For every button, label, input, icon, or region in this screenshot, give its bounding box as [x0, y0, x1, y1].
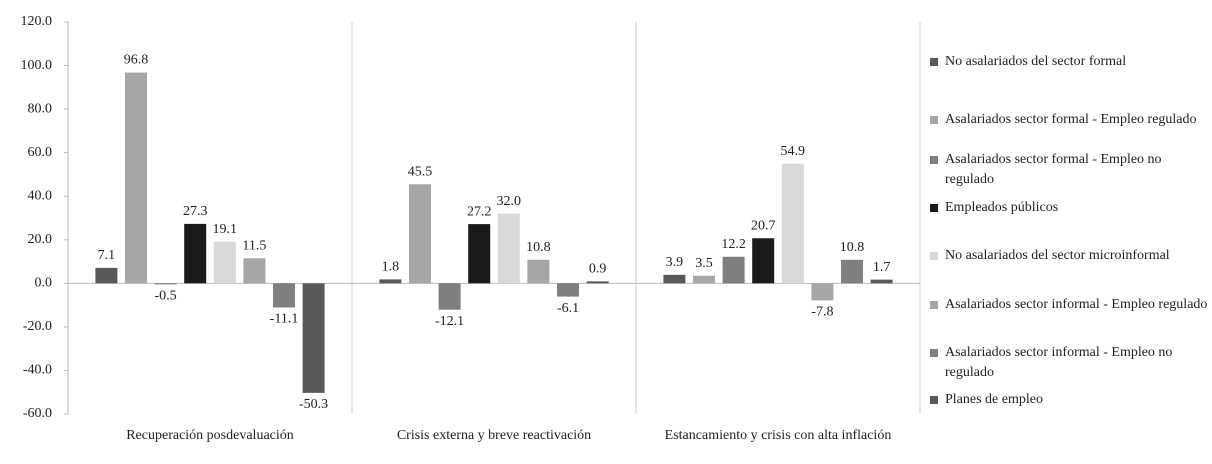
data-label: 7.1 — [98, 248, 116, 263]
legend-item: Planes de empleo — [930, 390, 1208, 410]
data-label: 3.9 — [666, 255, 684, 270]
data-label: 12.2 — [721, 237, 746, 252]
legend-label: Empleados públicos — [945, 200, 1059, 215]
data-label: -7.8 — [811, 305, 833, 320]
bar — [379, 279, 402, 284]
bar — [841, 259, 863, 284]
y-tick-label: 80.0 — [28, 101, 53, 116]
y-tick-label: 40.0 — [28, 188, 53, 203]
bar — [781, 163, 804, 284]
legend-item: No asalariados del sector microinformal — [930, 246, 1208, 266]
data-label: 27.3 — [183, 204, 208, 219]
legend-item: Asalariados sector informal - Empleo no … — [930, 343, 1208, 383]
legend-swatch — [930, 396, 938, 404]
data-label: 20.7 — [751, 218, 776, 233]
data-label: 96.8 — [124, 53, 149, 68]
data-label: -0.5 — [155, 289, 177, 304]
y-tick-label: 0.0 — [35, 276, 53, 291]
data-label: -50.3 — [299, 397, 328, 412]
bar — [154, 283, 177, 285]
legend-item: Empleados públicos — [930, 198, 1208, 218]
bar — [125, 72, 147, 284]
legend-item: Asalariados sector formal - Empleo no re… — [930, 150, 1208, 190]
bar — [409, 184, 431, 284]
legend-swatch — [930, 349, 938, 357]
bar — [663, 274, 686, 284]
legend-label: Asalariados sector informal - Empleo no … — [945, 345, 1173, 380]
data-label: 11.5 — [242, 239, 266, 254]
bar — [557, 283, 579, 297]
legend-label: No asalariados del sector formal — [945, 54, 1127, 69]
x-tick-label: Estancamiento y crisis con alta inflació… — [664, 428, 892, 443]
data-label: 32.0 — [497, 194, 522, 209]
y-tick-label: 20.0 — [28, 232, 53, 247]
legend-label: No asalariados del sector microinformal — [945, 248, 1170, 263]
y-tick-label: 60.0 — [28, 145, 53, 160]
legend-item: Asalariados sector informal - Empleo reg… — [930, 295, 1208, 315]
data-label: 0.9 — [589, 262, 607, 277]
bar — [811, 283, 834, 301]
bar — [302, 283, 325, 393]
data-label: 45.5 — [408, 164, 433, 179]
data-label: 10.8 — [526, 240, 551, 255]
data-label: 27.2 — [467, 204, 492, 219]
legend-swatch — [930, 204, 938, 212]
bar — [243, 258, 266, 284]
x-tick-label: Recuperación posdevaluación — [126, 428, 294, 443]
data-label: -12.1 — [435, 314, 464, 329]
bar — [438, 283, 461, 310]
y-tick-label: 100.0 — [21, 58, 53, 73]
legend-label: Asalariados sector informal - Empleo reg… — [945, 297, 1208, 312]
bar — [586, 281, 609, 284]
x-tick-label: Crisis externa y breve reactivación — [396, 428, 592, 443]
bar — [184, 223, 207, 284]
bar — [722, 256, 745, 284]
legend-item: No asalariados del sector formal — [930, 52, 1208, 72]
y-tick-label: -40.0 — [23, 363, 52, 378]
bar — [693, 275, 715, 284]
data-label: 1.7 — [873, 260, 891, 275]
legend-swatch — [930, 116, 938, 124]
bar — [497, 213, 520, 284]
legend-swatch — [930, 58, 938, 66]
data-label: 1.8 — [382, 260, 400, 275]
y-tick-label: -20.0 — [23, 319, 52, 334]
data-label: 54.9 — [781, 144, 806, 159]
y-tick-label: -60.0 — [23, 406, 52, 421]
legend-swatch — [930, 252, 938, 260]
bar — [527, 259, 550, 284]
data-label: 3.5 — [695, 256, 713, 271]
legend-label: Asalariados sector formal - Empleo no re… — [945, 152, 1162, 187]
legend-swatch — [930, 301, 938, 309]
data-label: -11.1 — [270, 312, 299, 327]
legend-swatch — [930, 156, 938, 164]
data-label: -6.1 — [557, 301, 579, 316]
legend-item: Asalariados sector formal - Empleo regul… — [930, 110, 1208, 130]
bar — [752, 238, 775, 284]
legend-label: Asalariados sector formal - Empleo regul… — [945, 112, 1197, 127]
bar — [870, 279, 893, 284]
bar — [95, 267, 118, 284]
bar — [468, 224, 491, 284]
data-label: 19.1 — [213, 222, 238, 237]
y-tick-label: 120.0 — [21, 14, 53, 29]
data-label: 10.8 — [840, 240, 865, 255]
legend-label: Planes de empleo — [945, 392, 1043, 407]
bar — [273, 283, 295, 308]
bar — [213, 241, 236, 284]
